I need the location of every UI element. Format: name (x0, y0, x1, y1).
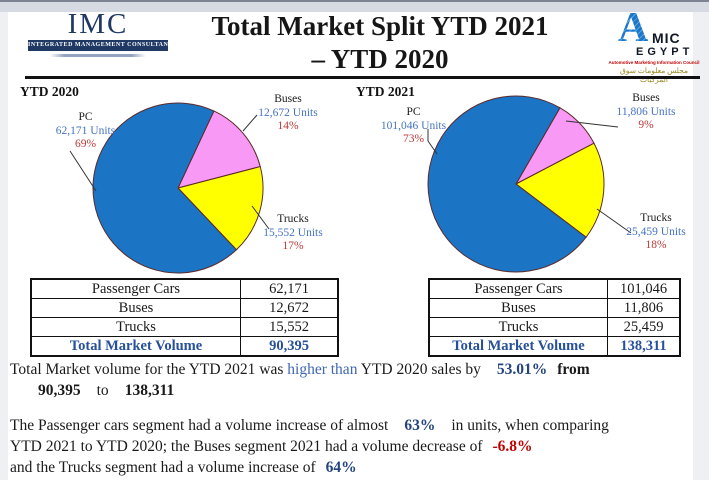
pie-slice-buses (177, 110, 261, 189)
window-top-band (0, 0, 709, 12)
table-total-row: Total Market Volume 90,395 (30, 336, 339, 357)
amic-tagline: Automotive Marketing Information Council (608, 60, 700, 65)
pie-slice-pc (427, 95, 587, 273)
pie-label-2020-buses: Buses 12,672 Units 14% (258, 93, 318, 132)
amic-a-icon: A (618, 5, 649, 51)
pie-label-2021-pc: PC 101,046 Units 73% (380, 106, 447, 145)
amic-egypt-text: EGYPT (636, 46, 694, 58)
page-title: Total Market Split YTD 2021 – YTD 2020 (170, 10, 590, 76)
stat-138311: 138,311 (124, 382, 175, 399)
stat-64pct: 64% (325, 459, 357, 476)
table-row: Buses 12,672 (30, 298, 339, 318)
pie-label-2021-buses: Buses 11,806 Units 9% (616, 92, 676, 131)
summary-p2-line2: YTD 2021 to YTD 2020; the Buses segment … (10, 438, 533, 455)
chart-title-ytd2020: YTD 2020 (20, 84, 79, 99)
imc-logo-text: IMC (67, 8, 129, 40)
stat-5301pct: 53.01% (496, 361, 548, 378)
table-row: Passenger Cars 62,171 (30, 278, 339, 299)
summary-p2-line3: and the Trucks segment had a volume incr… (10, 459, 357, 476)
pie-ytd2021 (427, 95, 605, 273)
page-title-line2: – YTD 2020 (311, 44, 449, 74)
chart-title-ytd2021: YTD 2021 (356, 84, 415, 99)
pie-ytd2020 (92, 102, 264, 274)
pie-label-2020-trucks: Trucks 15,552 Units 17% (263, 213, 323, 252)
pie-label-2021-trucks: Trucks 25,459 Units 18% (626, 212, 686, 251)
summary-p1-line2: 90,395 to 138,311 (38, 382, 175, 399)
summary-p1-line1: Total Market volume for the YTD 2021 was… (10, 361, 590, 378)
pie-slice-trucks (177, 165, 264, 251)
summary-paragraph-1: Total Market volume for the YTD 2021 was… (10, 359, 702, 401)
amic-logo: A MIC EGYPT Automotive Marketing Informa… (606, 5, 702, 84)
table-ytd2021: Passenger Cars 101,046 Buses 11,806 Truc… (428, 278, 681, 357)
summary-p2-line1: The Passenger cars segment had a volume … (10, 417, 609, 434)
header-divider (25, 76, 700, 79)
stat-90395: 90,395 (38, 382, 81, 399)
stat-minus68pct: -6.8% (492, 438, 533, 455)
page-title-line1: Total Market Split YTD 2021 (211, 11, 549, 41)
amic-arabic-text: مجلس معلومات سوق المركبات (620, 66, 688, 84)
stat-63pct: 63% (404, 417, 436, 434)
pie-slice-trucks (515, 142, 605, 238)
table-row: Passenger Cars 101,046 (428, 278, 681, 299)
leader-lines (69, 114, 632, 234)
pie-charts-canvas (69, 95, 632, 274)
amic-mic-text: MIC (652, 30, 681, 46)
table-total-row: Total Market Volume 138,311 (428, 336, 681, 357)
table-row: Trucks 15,552 (30, 317, 339, 337)
pie-label-2020-pc: PC 62,171 Units 69% (55, 111, 116, 150)
imc-logo-banner: Integrated Management Consultancy (28, 40, 168, 51)
table-row: Trucks 25,459 (428, 317, 681, 337)
highlight-higher-than: higher than (287, 361, 358, 378)
table-ytd2020: Passenger Cars 62,171 Buses 12,672 Truck… (30, 278, 339, 357)
imc-tagline (50, 54, 146, 57)
summary-paragraph-2: The Passenger cars segment had a volume … (10, 415, 707, 478)
pie-slice-pc (92, 102, 238, 274)
table-row: Buses 11,806 (428, 298, 681, 318)
